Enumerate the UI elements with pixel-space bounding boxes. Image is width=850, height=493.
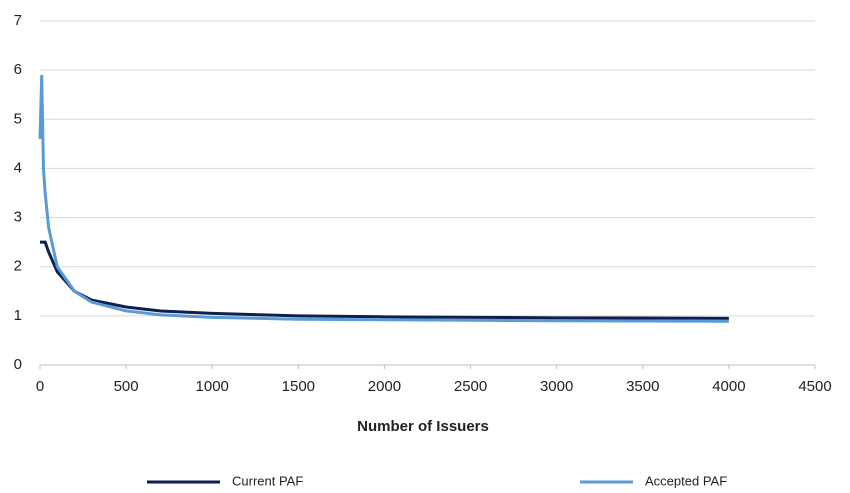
x-tick-label: 1000: [196, 378, 229, 395]
x-tick-label: 2000: [368, 378, 401, 395]
y-tick-label: 2: [14, 258, 22, 275]
series-line: [38, 75, 729, 323]
x-axis-title: Number of Issuers: [357, 418, 489, 435]
y-tick-label: 3: [14, 209, 22, 226]
x-tick-label: 3000: [540, 378, 573, 395]
x-tick-label: 4000: [712, 378, 745, 395]
y-tick-label: 1: [14, 307, 22, 324]
y-tick-label: 4: [14, 159, 22, 176]
y-tick-label: 0: [14, 356, 22, 373]
x-tick-label: 2500: [454, 378, 487, 395]
x-tick-label: 4500: [798, 378, 831, 395]
x-tick-label: 1500: [282, 378, 315, 395]
x-tick-label: 3500: [626, 378, 659, 395]
series-line: [40, 240, 729, 320]
y-tick-label: 5: [14, 110, 22, 127]
y-tick-label: 7: [14, 12, 22, 29]
legend-label: Current PAF: [232, 473, 303, 488]
y-tick-label: 6: [14, 61, 22, 78]
legend-label: Accepted PAF: [645, 473, 727, 488]
x-tick-label: 500: [114, 378, 139, 395]
x-tick-label: 0: [36, 378, 44, 395]
